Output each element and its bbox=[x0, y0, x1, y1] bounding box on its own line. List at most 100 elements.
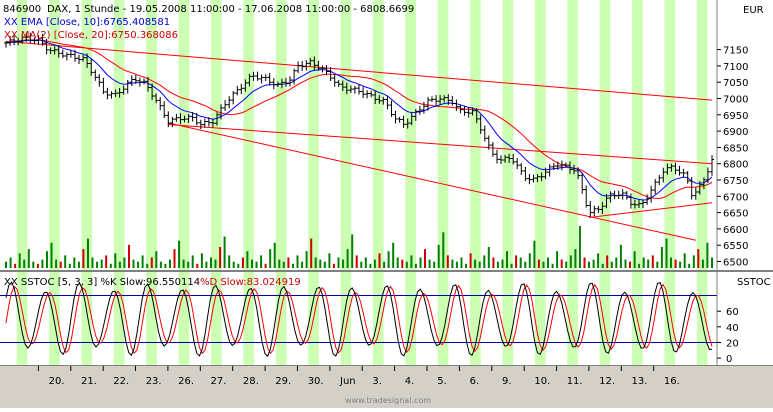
volume-bar bbox=[287, 257, 290, 268]
volume-bar bbox=[683, 253, 686, 268]
volume-bar bbox=[237, 263, 240, 268]
price-bar bbox=[426, 96, 430, 111]
price-bar bbox=[288, 76, 292, 87]
price-bar bbox=[527, 174, 532, 185]
volume-bar bbox=[369, 263, 372, 268]
volume-bar bbox=[342, 259, 345, 268]
volume-bar bbox=[123, 257, 126, 268]
volume-bar bbox=[670, 257, 672, 268]
price-bar bbox=[450, 95, 455, 106]
price-bar bbox=[202, 118, 207, 128]
volume-bar bbox=[506, 251, 508, 268]
volume-bar bbox=[46, 251, 48, 268]
price-bar bbox=[409, 112, 414, 126]
price-bar bbox=[162, 101, 167, 119]
session-band bbox=[275, 272, 287, 365]
price-bar bbox=[393, 110, 398, 124]
price-bar bbox=[56, 45, 61, 58]
price-bar bbox=[170, 117, 175, 127]
session-band bbox=[696, 272, 708, 365]
price-bar bbox=[377, 95, 382, 104]
volume-bar bbox=[337, 257, 340, 268]
volume-bar bbox=[278, 259, 281, 268]
volume-bar bbox=[251, 259, 253, 268]
volume-bar bbox=[36, 263, 39, 268]
volume-bar bbox=[496, 261, 499, 268]
volume-bar bbox=[633, 251, 636, 268]
price-bar bbox=[486, 135, 491, 150]
price-bar bbox=[271, 78, 276, 90]
volume-bar bbox=[5, 261, 7, 268]
price-bar bbox=[352, 85, 357, 94]
session-band bbox=[696, 0, 708, 270]
price-bar bbox=[543, 167, 548, 180]
price-bar bbox=[247, 73, 252, 87]
volume-bar bbox=[542, 261, 545, 268]
price-bar bbox=[60, 49, 65, 59]
trendline bbox=[588, 202, 713, 218]
volume-bar bbox=[455, 261, 458, 268]
price-bar bbox=[657, 174, 662, 186]
price-bar bbox=[462, 105, 467, 116]
price-bar bbox=[166, 111, 171, 128]
volume-bar bbox=[223, 236, 226, 268]
time-tick-label: 11. bbox=[567, 376, 583, 387]
volume-bar bbox=[241, 257, 244, 268]
volume-bar bbox=[9, 257, 12, 268]
session-band bbox=[81, 272, 93, 365]
price-bar bbox=[190, 112, 195, 122]
volume-bar bbox=[91, 257, 94, 268]
volume-bar bbox=[510, 263, 513, 268]
volume-bar bbox=[273, 242, 276, 268]
price-bar bbox=[101, 77, 106, 94]
volume-bar bbox=[410, 255, 413, 268]
price-bar bbox=[304, 60, 309, 71]
price-bar bbox=[685, 171, 690, 184]
session-band bbox=[372, 0, 384, 270]
price-bar bbox=[186, 113, 191, 124]
price-bar bbox=[125, 79, 130, 94]
price-bar bbox=[507, 153, 512, 163]
stoch-tick-label: 20 bbox=[726, 339, 739, 350]
session-band bbox=[437, 0, 449, 270]
volume-bar bbox=[64, 255, 67, 268]
price-bar bbox=[637, 200, 641, 208]
volume-bar bbox=[428, 259, 431, 268]
volume-bar bbox=[619, 244, 622, 268]
volume-bar bbox=[674, 259, 677, 268]
price-bar bbox=[438, 94, 443, 105]
ma-line-path bbox=[5, 39, 713, 200]
stoch-panel-label: SSTOC bbox=[737, 277, 771, 288]
session-band bbox=[16, 0, 28, 270]
price-tick-label: 7100 bbox=[723, 62, 748, 73]
stoch-d-legend: %D Slow:83.024919 bbox=[200, 277, 301, 288]
volume-bar bbox=[323, 261, 326, 268]
price-bar bbox=[661, 167, 666, 183]
volume-bar bbox=[396, 257, 399, 268]
volume-bar bbox=[565, 261, 568, 268]
session-band bbox=[113, 0, 125, 270]
time-tick-label: 10. bbox=[534, 376, 550, 387]
volume-bar bbox=[501, 259, 504, 268]
volume-bar bbox=[364, 257, 367, 268]
price-bar bbox=[632, 199, 637, 209]
time-tick-label: 22. bbox=[113, 376, 129, 387]
session-band bbox=[664, 272, 676, 365]
session-band bbox=[16, 272, 28, 365]
price-bar bbox=[150, 83, 155, 100]
time-tick-label: 20. bbox=[49, 376, 65, 387]
session-band bbox=[599, 272, 611, 365]
time-tick-label: 27. bbox=[211, 376, 227, 387]
price-bar bbox=[316, 61, 321, 71]
price-bar bbox=[146, 76, 150, 92]
volume-bar bbox=[155, 251, 158, 268]
volume-bar bbox=[355, 255, 358, 268]
volume-bar bbox=[660, 247, 663, 268]
price-bar bbox=[68, 50, 73, 58]
price-bar bbox=[592, 205, 597, 217]
price-bar bbox=[344, 82, 349, 95]
price-tick-label: 6600 bbox=[723, 225, 748, 236]
price-bar bbox=[641, 199, 645, 209]
price-bar bbox=[369, 90, 374, 98]
volume-bar bbox=[200, 253, 203, 268]
